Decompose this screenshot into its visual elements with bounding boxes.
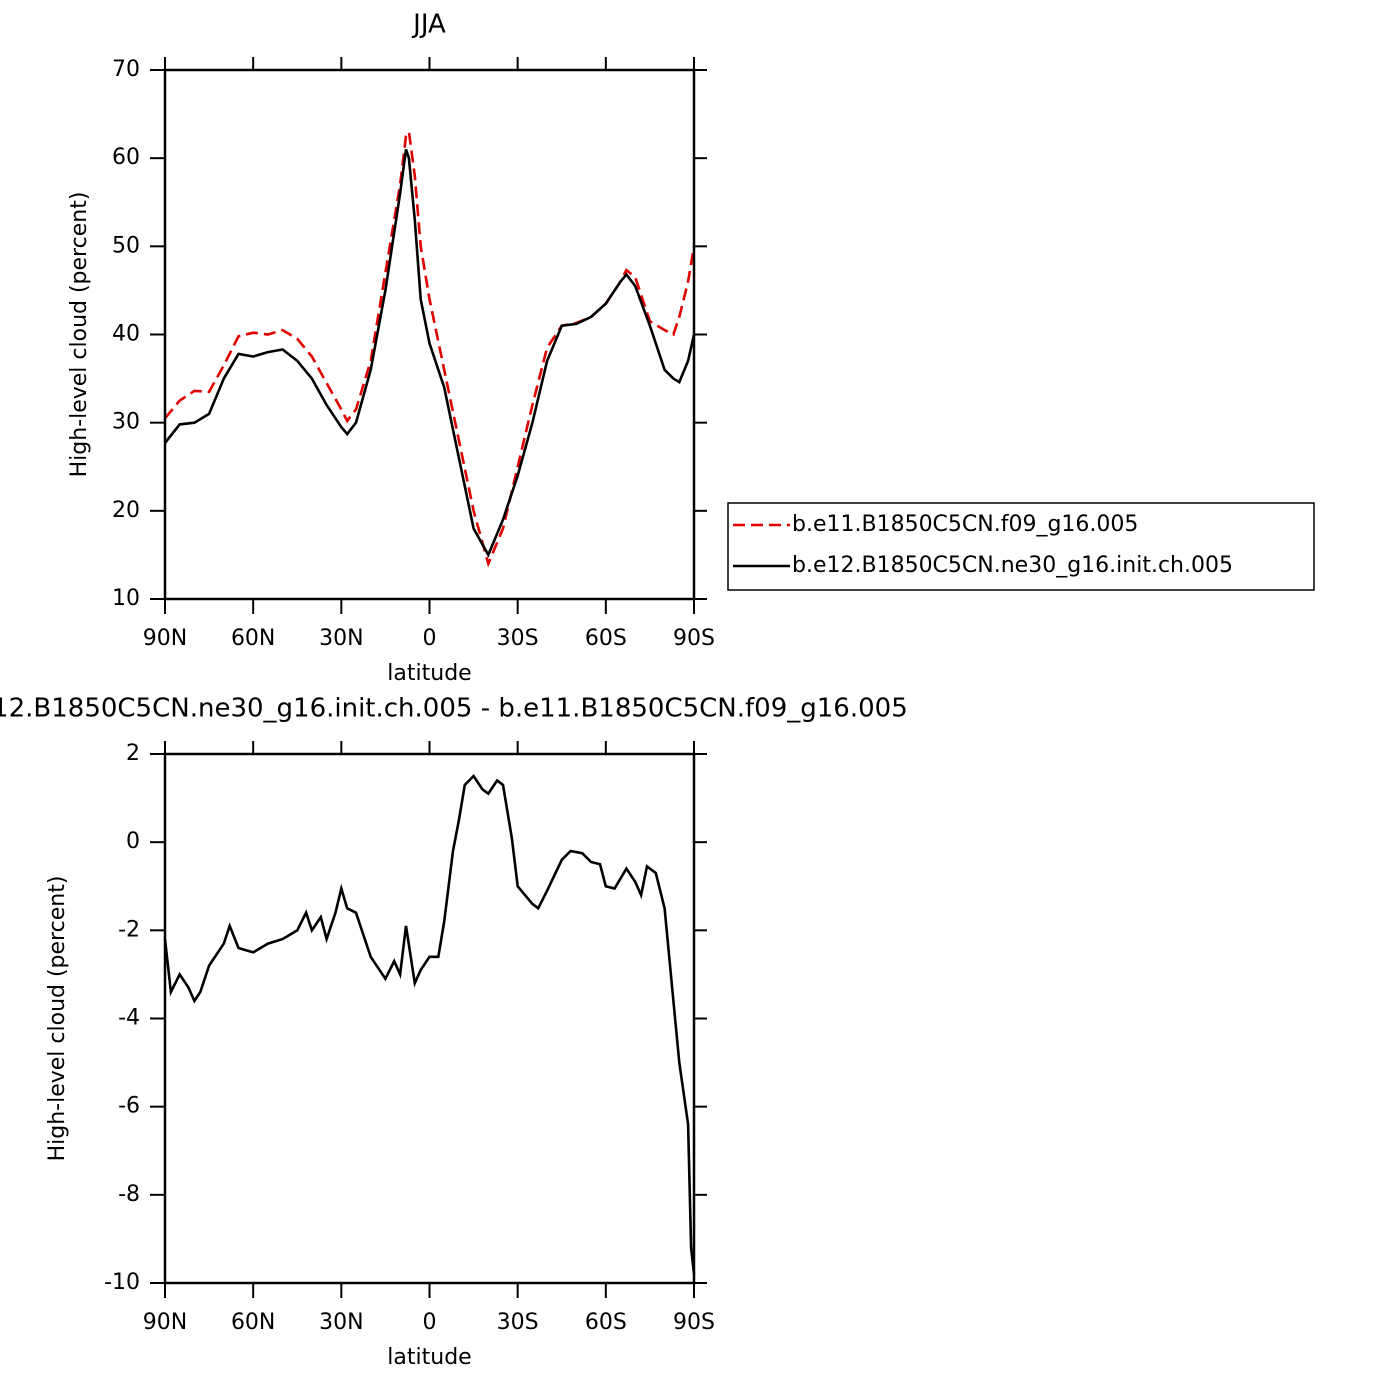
- y-tick-label: 70: [112, 57, 140, 82]
- x-tick-label: 90S: [673, 626, 715, 651]
- x-tick-label: 30S: [497, 1310, 539, 1335]
- x-tick-label: 60N: [231, 1310, 275, 1335]
- y-tick-label: 40: [112, 322, 140, 347]
- x-tick-label: 30N: [319, 1310, 363, 1335]
- y-tick-label: 2: [126, 741, 140, 766]
- plot-frame: [163, 68, 696, 601]
- y-tick-label: 50: [112, 233, 140, 258]
- x-tick-label: 90N: [143, 626, 187, 651]
- x-tick-label: 0: [423, 1310, 437, 1335]
- y-tick-label: 30: [112, 410, 140, 435]
- y-tick-label: 0: [126, 829, 140, 854]
- x-tick-label: 0: [423, 626, 437, 651]
- y-tick-label: -6: [118, 1094, 140, 1119]
- x-axis-label: latitude: [387, 661, 471, 686]
- x-tick-label: 30N: [319, 626, 363, 651]
- y-tick-label: -2: [118, 917, 140, 942]
- x-tick-label: 90S: [673, 1310, 715, 1335]
- x-tick-label: 60S: [585, 1310, 627, 1335]
- legend-box: [727, 502, 1315, 591]
- y-tick-label: -10: [104, 1270, 140, 1295]
- y-axis-label: High-level cloud (percent): [45, 876, 70, 1162]
- chart-title: JJA: [411, 10, 446, 40]
- legend-label: b.e11.B1850C5CN.f09_g16.005: [792, 512, 1138, 537]
- legend-label: b.e12.B1850C5CN.ne30_g16.init.ch.005: [792, 553, 1233, 578]
- y-tick-label: 60: [112, 145, 140, 170]
- x-tick-label: 60S: [585, 626, 627, 651]
- chart-title: b.e12.B1850C5CN.ne30_g16.init.ch.005 - b…: [0, 694, 908, 724]
- x-tick-label: 60N: [231, 626, 275, 651]
- y-tick-label: 10: [112, 586, 140, 611]
- x-tick-label: 30S: [497, 626, 539, 651]
- x-axis-label: latitude: [387, 1345, 471, 1370]
- data-line: [163, 148, 696, 558]
- y-tick-label: -8: [118, 1182, 140, 1207]
- x-tick-label: 90N: [143, 1310, 187, 1335]
- plot-frame: [163, 752, 696, 1285]
- data-line: [163, 773, 696, 1275]
- y-axis-label: High-level cloud (percent): [67, 192, 92, 478]
- data-line: [163, 128, 696, 568]
- y-tick-label: -4: [118, 1006, 140, 1031]
- y-tick-label: 20: [112, 498, 140, 523]
